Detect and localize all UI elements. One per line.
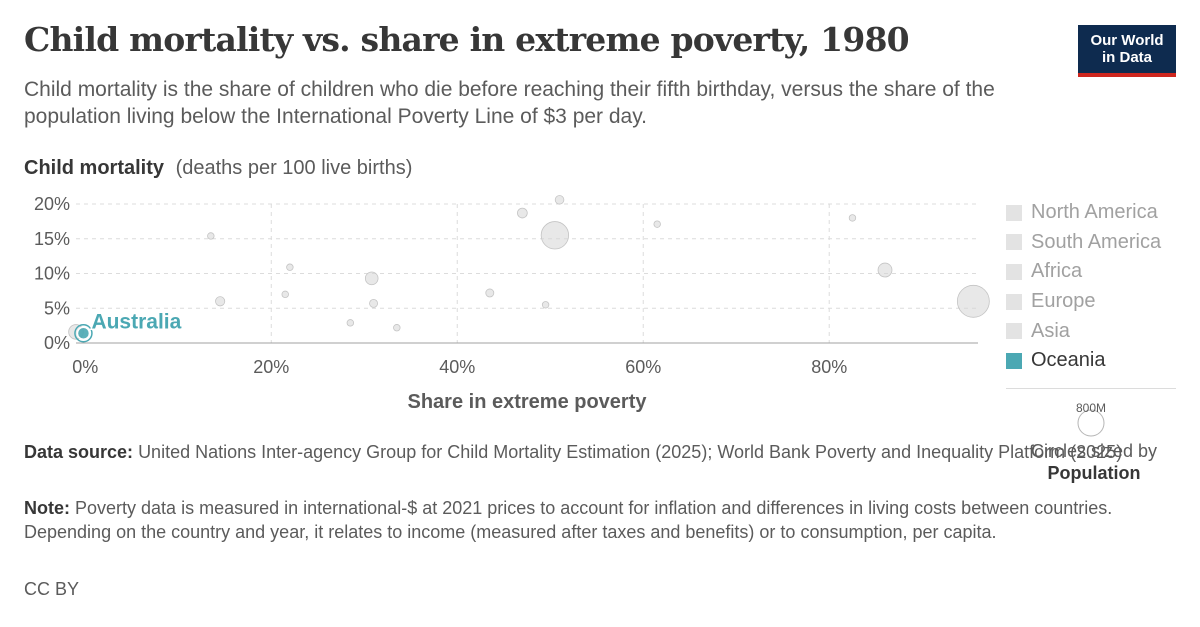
legend-label: Africa	[1031, 260, 1083, 283]
data-point[interactable]	[369, 298, 378, 308]
legend-item-south-america[interactable]: South America	[1006, 228, 1161, 258]
grid-lines	[76, 203, 978, 343]
data-point[interactable]	[281, 290, 289, 299]
data-source: Data source: United Nations Inter-agency…	[24, 440, 1154, 464]
legend-label: Europe	[1031, 290, 1096, 313]
y-tick-label: 0%	[44, 333, 70, 353]
data-point-oceania[interactable]	[76, 326, 91, 341]
x-tick-label: 60%	[625, 357, 661, 377]
data-point[interactable]	[393, 324, 401, 332]
legend-label: Asia	[1031, 319, 1070, 342]
data-point[interactable]	[554, 195, 565, 205]
size-legend-variable: Population	[1047, 463, 1141, 483]
data-point[interactable]	[653, 220, 661, 228]
scatter-chart: Child mortality (deaths per 100 live bir…	[24, 157, 990, 413]
data-point[interactable]	[207, 232, 215, 240]
data-point[interactable]	[956, 284, 990, 318]
legend-swatch-oceania	[1006, 352, 1022, 369]
note-label: Note:	[24, 498, 70, 518]
legend-label: Oceania	[1031, 349, 1106, 372]
region-legend: North America South America Africa Europ…	[1006, 198, 1161, 376]
size-legend-circle: 800M	[1076, 401, 1106, 437]
x-tick-label: 20%	[253, 357, 289, 377]
legend-divider	[1006, 388, 1176, 389]
logo-line-2: in Data	[1101, 49, 1152, 66]
legend-item-oceania[interactable]: Oceania	[1006, 346, 1161, 376]
data-points[interactable]: Australia	[68, 195, 990, 343]
legend-item-asia[interactable]: Asia	[1006, 316, 1161, 346]
x-tick-label: 40%	[439, 357, 475, 377]
legend-label: North America	[1031, 201, 1158, 224]
data-point[interactable]	[215, 296, 226, 307]
legend-swatch	[1006, 293, 1022, 310]
data-point[interactable]	[517, 207, 528, 219]
data-point[interactable]	[540, 221, 570, 250]
y-tick-label: 20%	[34, 194, 70, 214]
y-axis-title-bold: Child mortality	[24, 157, 165, 179]
data-point[interactable]	[364, 271, 379, 286]
chart-title: Child mortality vs. share in extreme pov…	[24, 20, 910, 59]
logo-line-1: Our World	[1090, 32, 1164, 49]
legend-label: South America	[1031, 230, 1162, 253]
note-text: Poverty data is measured in internationa…	[24, 498, 1113, 542]
data-point[interactable]	[848, 214, 857, 222]
legend-item-north-america[interactable]: North America	[1006, 198, 1161, 228]
data-source-text: United Nations Inter-agency Group for Ch…	[138, 442, 1123, 462]
highlight-ring	[74, 324, 93, 343]
y-tick-labels: 0% 5% 10% 15% 20%	[34, 194, 70, 353]
data-point[interactable]	[877, 262, 893, 278]
legend-swatch	[1006, 234, 1022, 251]
chart-note: Note: Poverty data is measured in intern…	[24, 496, 1154, 544]
data-point[interactable]	[286, 263, 294, 271]
size-legend-caption-text: Circles sized by	[1030, 441, 1158, 461]
data-source-label: Data source:	[24, 442, 134, 462]
x-tick-labels: 0% 20% 40% 60% 80%	[72, 357, 847, 377]
size-legend-value: 800M	[1076, 401, 1106, 415]
y-tick-label: 15%	[34, 229, 70, 249]
size-legend-caption: Circles sized by Population	[1026, 440, 1162, 484]
point-label: Australia	[91, 310, 181, 333]
legend-item-africa[interactable]: Africa	[1006, 257, 1161, 287]
data-point[interactable]	[485, 288, 495, 298]
legend-item-europe[interactable]: Europe	[1006, 287, 1161, 317]
y-tick-label: 5%	[44, 298, 70, 318]
legend-swatch	[1006, 263, 1022, 280]
x-tick-label: 80%	[811, 357, 847, 377]
owid-logo[interactable]: Our World in Data	[1078, 25, 1176, 77]
legend-swatch	[1006, 323, 1022, 340]
data-point[interactable]	[541, 301, 550, 309]
y-axis-title: Child mortality (deaths per 100 live bir…	[24, 157, 412, 179]
x-tick-label: 0%	[72, 357, 98, 377]
y-axis-title-unit: (deaths per 100 live births)	[176, 157, 413, 179]
data-point[interactable]	[346, 319, 355, 327]
x-axis-title: Share in extreme poverty	[408, 391, 648, 413]
legend-swatch	[1006, 204, 1022, 221]
license[interactable]: CC BY	[24, 579, 80, 599]
chart-subtitle: Child mortality is the share of children…	[24, 78, 995, 128]
y-tick-label: 10%	[34, 264, 70, 284]
